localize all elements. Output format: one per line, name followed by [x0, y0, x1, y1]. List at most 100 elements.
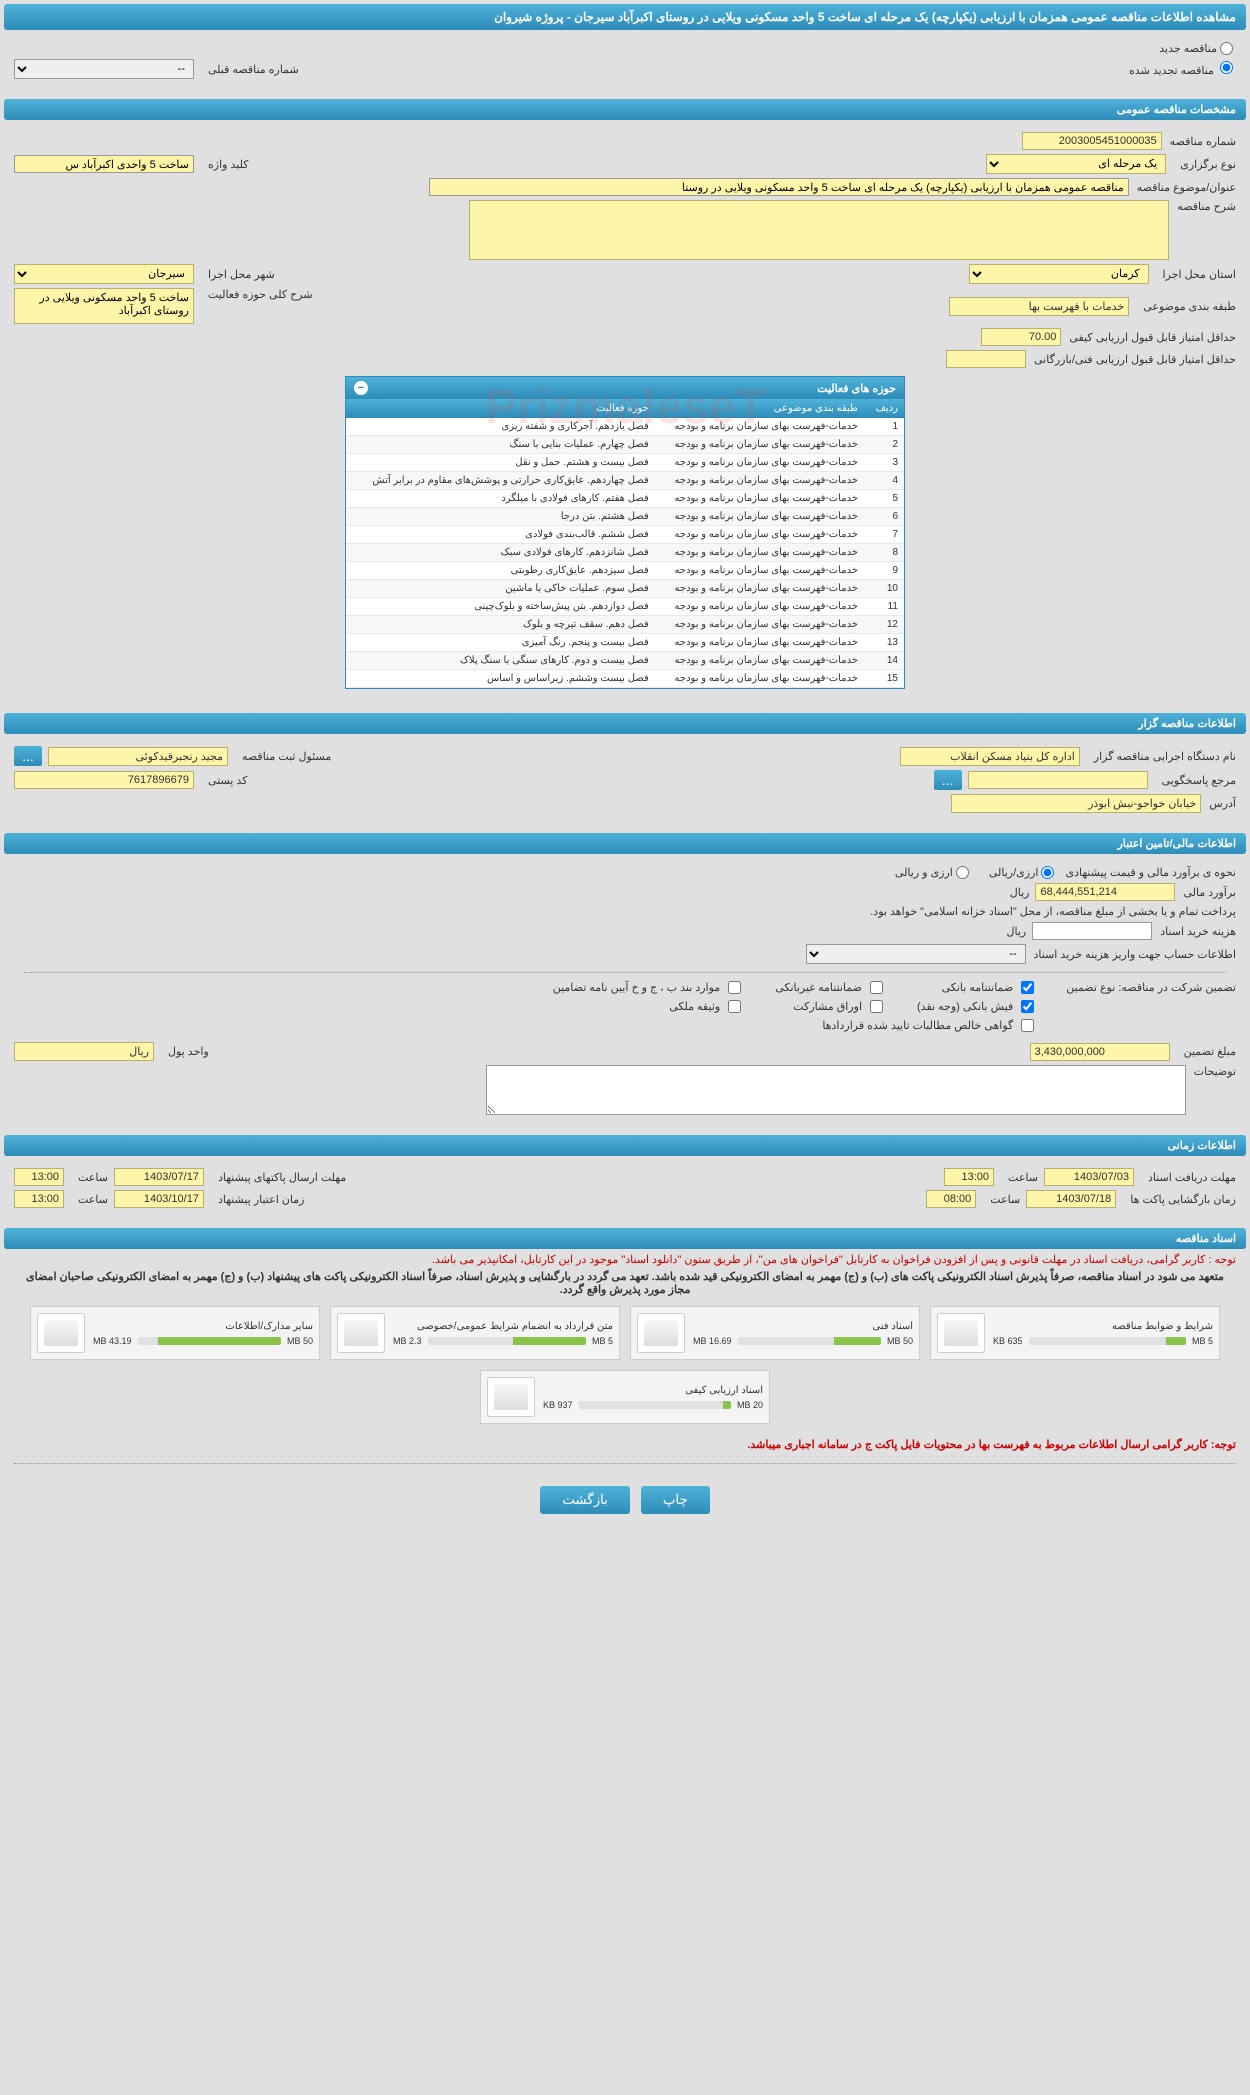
progress-bar: [1029, 1337, 1186, 1345]
title-label: عنوان/موضوع مناقصه: [1137, 181, 1236, 194]
receive-time-label: ساعت: [1008, 1171, 1038, 1184]
address-label: آدرس: [1209, 797, 1236, 810]
doc-card[interactable]: اسناد فنی 50 MB 16.69 MB: [630, 1306, 920, 1360]
table-row: 8خدمات-فهرست بهای سازمان برنامه و بودجهف…: [346, 544, 904, 562]
min-quality-value: 70.00: [981, 328, 1061, 346]
doc-title: اسناد فنی: [693, 1321, 913, 1332]
table-row: 6خدمات-فهرست بهای سازمان برنامه و بودجهف…: [346, 508, 904, 526]
org-value: اداره کل بنیاد مسکن انقلاب: [900, 747, 1080, 766]
city-select[interactable]: سیرجان: [14, 264, 194, 284]
doc-title: شرایط و ضوابط مناقصه: [993, 1321, 1213, 1332]
radio-renewed[interactable]: [1220, 61, 1233, 74]
province-select[interactable]: کرمان: [969, 264, 1149, 284]
doc-notice2: متعهد می شود در اسناد مناقصه، صرفاً پذیر…: [4, 1270, 1246, 1296]
doc-total: 50 MB: [287, 1336, 313, 1346]
section-organizer: اطلاعات مناقصه گزار: [4, 713, 1246, 734]
open-time-label: ساعت: [990, 1193, 1020, 1206]
account-select[interactable]: --: [806, 944, 1026, 964]
financial-block: نحوه ی برآورد مالی و قیمت پیشنهادی ارزی/…: [4, 854, 1246, 1127]
folder-icon: [37, 1313, 85, 1353]
progress-bar: [579, 1401, 731, 1409]
title-input[interactable]: [429, 178, 1129, 196]
folder-icon: [937, 1313, 985, 1353]
ref-value: [968, 771, 1148, 789]
keyword-input[interactable]: [14, 155, 194, 173]
doc-used: 2.3 MB: [393, 1336, 422, 1346]
number-label: شماره مناقصه: [1170, 135, 1236, 148]
radio-both[interactable]: [956, 866, 969, 879]
send-label: مهلت ارسال پاکتهای پیشنهاد: [218, 1171, 346, 1184]
print-button[interactable]: چاپ: [641, 1486, 710, 1514]
doc-total: 50 MB: [887, 1336, 913, 1346]
activity-table-container: حوزه های فعالیت − ردیف طبقه بندی موضوعی …: [345, 376, 905, 689]
notes-textarea[interactable]: [486, 1065, 1186, 1115]
table-row: 3خدمات-فهرست بهای سازمان برنامه و بودجهف…: [346, 454, 904, 472]
opt-rial: ارزی/ریالی: [989, 866, 1039, 879]
type-select[interactable]: یک مرحله ای: [986, 154, 1166, 174]
send-time: 13:00: [14, 1168, 64, 1186]
doc-card[interactable]: متن قرارداد به انضمام شرایط عمومی/خصوصی …: [330, 1306, 620, 1360]
chk-net-receivables[interactable]: [1021, 1019, 1034, 1032]
activity-desc-value[interactable]: ساخت 5 واحد مسکونی ویلایی در روستای اکبر…: [14, 288, 194, 324]
receive-label: مهلت دریافت اسناد: [1148, 1171, 1236, 1184]
doc-title: اسناد ارزیابی کیفی: [543, 1385, 763, 1396]
chk-items-bj[interactable]: [728, 981, 741, 994]
validity-time-label: ساعت: [78, 1193, 108, 1206]
min-tech-value: [946, 350, 1026, 368]
resp-label: مسئول ثبت مناقصه: [242, 750, 331, 763]
section-documents: اسناد مناقصه: [4, 1228, 1246, 1249]
doc-card[interactable]: اسناد ارزیابی کیفی 20 MB 937 KB: [480, 1370, 770, 1424]
chk-nonbank-guarantee[interactable]: [870, 981, 883, 994]
desc-textarea[interactable]: [469, 200, 1169, 260]
guarantee-amount-value: 3,430,000,000: [1030, 1043, 1170, 1061]
ref-label: مرجع پاسخگویی: [1162, 774, 1236, 787]
chk-property[interactable]: [728, 1000, 741, 1013]
col-category: طبقه بندی موضوعی: [655, 399, 864, 418]
radio-new[interactable]: [1220, 42, 1233, 55]
postal-label: کد پستی: [208, 774, 247, 787]
buy-cost-input[interactable]: [1032, 922, 1152, 940]
validity-label: زمان اعتبار پیشنهاد: [218, 1193, 305, 1206]
doc-used: 937 KB: [543, 1400, 573, 1410]
table-row: 12خدمات-فهرست بهای سازمان برنامه و بودجه…: [346, 616, 904, 634]
chk-participation[interactable]: [870, 1000, 883, 1013]
doc-footer-note: توجه: کاربر گرامی ارسال اطلاعات مربوط به…: [4, 1434, 1246, 1455]
collapse-icon[interactable]: −: [354, 381, 368, 395]
opt-both: ارزی و ریالی: [895, 866, 953, 879]
province-label: استان محل اجرا: [1163, 268, 1236, 281]
prev-number-select[interactable]: --: [14, 59, 194, 79]
col-row: ردیف: [864, 399, 904, 418]
number-value: 2003005451000035: [1022, 132, 1162, 150]
radio-renewed-label: مناقصه تجدید شده: [1129, 65, 1214, 77]
doc-card[interactable]: شرایط و ضوابط مناقصه 5 MB 635 KB: [930, 1306, 1220, 1360]
folder-icon: [337, 1313, 385, 1353]
category-label: طبقه بندی موضوعی: [1143, 300, 1236, 313]
buy-cost-currency: ریال: [1006, 925, 1026, 938]
col-area: حوزه فعالیت: [346, 399, 655, 418]
guarantee-amount-label: مبلغ تضمین: [1184, 1045, 1236, 1058]
buy-cost-label: هزینه خرید اسناد: [1160, 925, 1236, 938]
radio-new-label: مناقصه جدید: [1159, 42, 1217, 55]
time-block: مهلت دریافت اسناد 1403/07/03 ساعت 13:00 …: [4, 1156, 1246, 1220]
chk-bank-receipt[interactable]: [1021, 1000, 1034, 1013]
ref-more-button[interactable]: ...: [934, 770, 962, 790]
page-title-bar: مشاهده اطلاعات مناقصه عمومی همزمان با ار…: [4, 4, 1246, 30]
doc-used: 635 KB: [993, 1336, 1023, 1346]
back-button[interactable]: بازگشت: [540, 1486, 630, 1514]
table-row: 5خدمات-فهرست بهای سازمان برنامه و بودجهف…: [346, 490, 904, 508]
resp-more-button[interactable]: ...: [14, 746, 42, 766]
guarantee-options: ضمانتنامه بانکی ضمانتنامه غیربانکی موارد…: [553, 981, 1039, 1032]
desc-label: شرح مناقصه: [1177, 200, 1236, 213]
progress-bar: [138, 1337, 281, 1345]
doc-card[interactable]: سایر مدارک/اطلاعات 50 MB 43.19 MB: [30, 1306, 320, 1360]
radio-rial[interactable]: [1041, 866, 1054, 879]
min-tech-label: حداقل امتیاز قابل قبول ارزیابی فنی/بازرگ…: [1034, 353, 1236, 366]
table-row: 10خدمات-فهرست بهای سازمان برنامه و بودجه…: [346, 580, 904, 598]
postal-value: 7617896679: [14, 771, 194, 789]
table-row: 14خدمات-فهرست بهای سازمان برنامه و بودجه…: [346, 652, 904, 670]
doc-title: سایر مدارک/اطلاعات: [93, 1321, 313, 1332]
doc-used: 16.69 MB: [693, 1336, 732, 1346]
chk-bank-guarantee[interactable]: [1021, 981, 1034, 994]
keyword-label: کلید واژه: [208, 158, 248, 171]
estimate-currency: ریال: [1010, 886, 1030, 899]
